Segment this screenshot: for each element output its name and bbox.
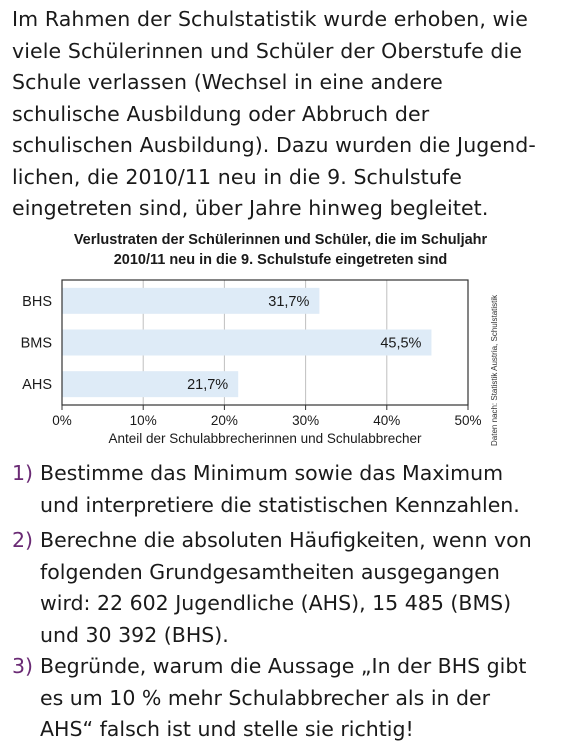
plot-frame [61,279,469,406]
task-1-line-2: und interpretiere die statistischen Kenn… [40,492,520,517]
value-label-bhs: 31,7% [268,294,309,310]
x-tick-label: 50% [454,413,481,428]
source-note-text: Daten nach: Statistik Austria, Schulstat… [490,294,499,446]
value-label-ahs: 21,7% [187,377,228,393]
intro-line-1: Im Rahmen der Schulstatistik wurde erhob… [12,7,528,31]
task-3-number: 3) [12,654,34,678]
chart-title-line-1: Verlustraten der Schülerinnen und Schüle… [73,232,488,248]
task-1-number: 1) [12,461,34,485]
category-label-ahs: AHS [22,377,52,393]
bars [62,287,432,398]
chart-title: Verlustraten der Schülerinnen und Schüle… [0,230,561,270]
x-tick-label: 30% [292,413,319,428]
task-2-number: 2) [12,528,34,552]
intro-line-5: schulischen Ausbildung). Dazu wurden die… [12,133,536,157]
intro-line-6: lichen, die 2010/11 neu in die 9. Schuls… [12,164,462,189]
bar-bms [62,329,432,356]
labels: 0% 10% 20% 30% 40% 50% BHS 31,7% BMS 45,5% AHS 21,7… [21,294,482,428]
intro-line-3: Schule verlassen (Wechsel in eine andere [12,70,443,94]
task-3-line-1: Begründe, warum die Aussage „In der BHS … [40,654,527,678]
category-label-bhs: BHS [22,294,52,310]
task-2-line-3: wird: 22 602 Jugendliche (AHS), 15 485 (… [40,591,512,615]
intro-line-4: schulische Ausbildung oder Abbruch der [12,101,430,126]
task-3: 3) Begründe, warum die Aussage „In der B… [12,651,557,746]
bar-ahs [62,371,239,398]
task-3-line-3: AHS“ falsch ist und stelle sie richtig! [40,717,414,741]
task-1: 1) Bestimme das Minimum sowie das Maximu… [12,458,557,521]
task-2-line-4: und 30 392 (BHS). [40,622,229,647]
source-note: Daten nach: Statistik Austria, Schulstat… [488,295,502,448]
intro-line-2: viele Schülerinnen und Schüler der Obers… [12,38,523,63]
x-tick-label: 20% [211,413,238,428]
intro-line-7: eingetreten sind, über Jahre hinweg begl… [12,196,489,220]
bar-chart: 0% 10% 20% 30% 40% 50% BHS 31,7% BMS 45,5% AHS 21,7… [21,279,482,446]
x-axis-label: Anteil der Schulabbrecherinnen und Schul… [109,431,422,446]
task-2: 2) Berechne die absoluten Häufigkeiten, … [12,525,557,651]
x-tick-label: 0% [52,413,72,428]
intro-paragraph: Im Rahmen der Schulstatistik wurde erhob… [12,4,557,225]
x-tick-label: 40% [373,413,400,428]
x-tick-label: 10% [130,413,157,428]
task-1-line-1: Bestimme das Minimum sowie das Maximum [40,461,504,485]
value-label-bms: 45,5% [380,336,421,352]
task-3-line-2: es um 10 % mehr Schulabbrecher als in de… [40,685,491,710]
task-2-line-1: Berechne die absoluten Häufigkeiten, wen… [40,528,532,552]
category-label-bms: BMS [21,336,52,352]
task-2-text: Berechne die absoluten Häufigkeiten, wen… [12,525,557,651]
task-2-line-2: folgenden Grundgesamtheiten ausgegangen [40,559,500,584]
bar-bhs [62,287,320,314]
chart-title-line-2: 2010/11 neu in die 9. Schulstufe eingetr… [113,252,448,268]
task-1-text: Bestimme das Minimum sowie das Maximum u… [12,458,557,521]
task-3-text: Begründe, warum die Aussage „In der BHS … [12,651,557,746]
